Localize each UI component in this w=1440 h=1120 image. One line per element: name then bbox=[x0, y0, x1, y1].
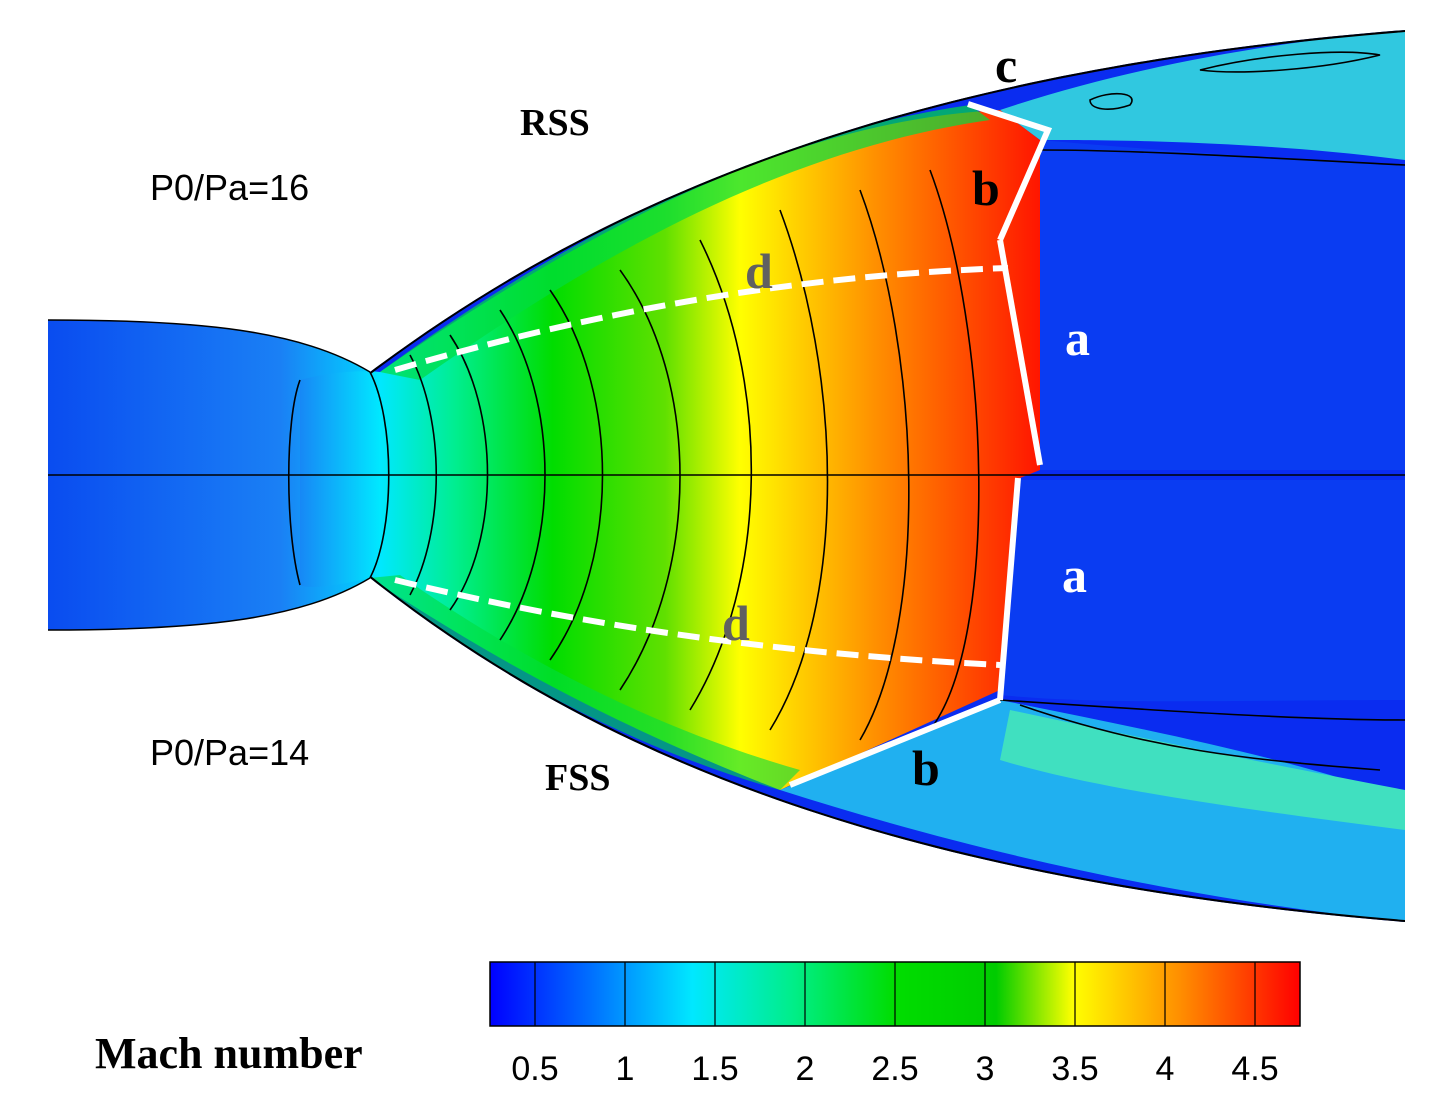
incident-shock-lower bbox=[394, 577, 1001, 668]
colorbar: 0.5 1 1.5 2 2.5 3 3.5 4 4.5 Mach number bbox=[95, 961, 1301, 1088]
colorbar-tick-label: 4.5 bbox=[1231, 1050, 1278, 1088]
reflected-shock-lower bbox=[788, 697, 1002, 788]
shock-label-lower-d: d bbox=[722, 595, 750, 651]
rss-label: RSS bbox=[520, 102, 590, 144]
separated-flow-region-lower bbox=[780, 700, 1405, 922]
mach-disk-lower bbox=[997, 477, 1021, 701]
mach-contour-lines bbox=[48, 51, 1405, 771]
shock-label-upper-d: d bbox=[745, 243, 773, 299]
shock-label-upper-c: c bbox=[995, 37, 1017, 93]
colorbar-tick-label: 0.5 bbox=[511, 1050, 558, 1088]
colorbar-tick-label: 4 bbox=[1156, 1050, 1175, 1088]
separated-flow-region bbox=[1000, 30, 1405, 160]
colorbar-tick-label: 1.5 bbox=[691, 1050, 738, 1088]
shock-label-upper-b: b bbox=[972, 160, 1000, 216]
colorbar-tick-label: 3.5 bbox=[1051, 1050, 1098, 1088]
shock-label-lower-a: a bbox=[1062, 547, 1087, 603]
colorbar-dividers bbox=[534, 962, 1256, 1026]
lower-pressure-ratio-label: P0/Pa=14 bbox=[150, 732, 309, 773]
nozzle-flow-field bbox=[48, 30, 1405, 922]
fss-label: FSS bbox=[545, 757, 610, 799]
colorbar-title: Mach number bbox=[95, 1029, 363, 1078]
colorbar-tick-labels: 0.5 1 1.5 2 2.5 3 3.5 4 4.5 bbox=[511, 1050, 1278, 1088]
colorbar-tick-label: 3 bbox=[976, 1050, 995, 1088]
shock-label-upper-a: a bbox=[1065, 310, 1090, 366]
upper-pressure-ratio-label: P0/Pa=16 bbox=[150, 167, 309, 208]
colorbar-tick-label: 2.5 bbox=[871, 1050, 918, 1088]
shock-structure-lines bbox=[394, 101, 1053, 788]
reflected-shock-upper bbox=[967, 101, 1053, 242]
mach-disk-upper bbox=[997, 239, 1043, 466]
shock-label-lower-b: b bbox=[912, 740, 940, 796]
colorbar-tick-label: 2 bbox=[796, 1050, 815, 1088]
colorbar-tick-label: 1 bbox=[616, 1050, 635, 1088]
